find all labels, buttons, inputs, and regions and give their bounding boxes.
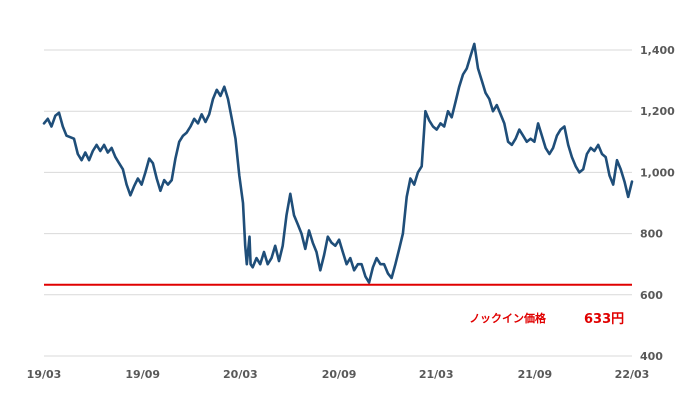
y-tick-label: 800 [640,228,663,241]
gridlines [44,49,632,357]
x-axis-ticks: 19/03 19/09 20/03 20/09 21/03 21/09 22/03 [27,368,650,381]
price-series-line [42,42,634,284]
knock-in-value-label: 633円 [584,312,624,327]
y-tick-label: 1,000 [640,166,675,179]
x-tick-label: 21/03 [419,368,454,381]
x-tick-label: 20/09 [322,368,357,381]
x-tick-label: 21/09 [518,368,553,381]
series-layer [42,42,634,284]
x-tick-label: 19/09 [125,368,160,381]
y-tick-label: 1,200 [640,105,675,118]
y-axis-ticks: 400 600 800 1,000 1,200 1,400 [640,44,675,363]
knock-in-label: ノックイン価格 [469,311,547,325]
y-tick-label: 1,400 [640,44,675,57]
x-tick-label: 22/03 [615,368,650,381]
x-tick-label: 20/03 [223,368,258,381]
y-tick-label: 600 [640,289,663,302]
x-tick-label: 19/03 [27,368,62,381]
knock-in-layer: ノックイン価格 633円 [44,283,632,327]
y-tick-label: 400 [640,350,663,363]
